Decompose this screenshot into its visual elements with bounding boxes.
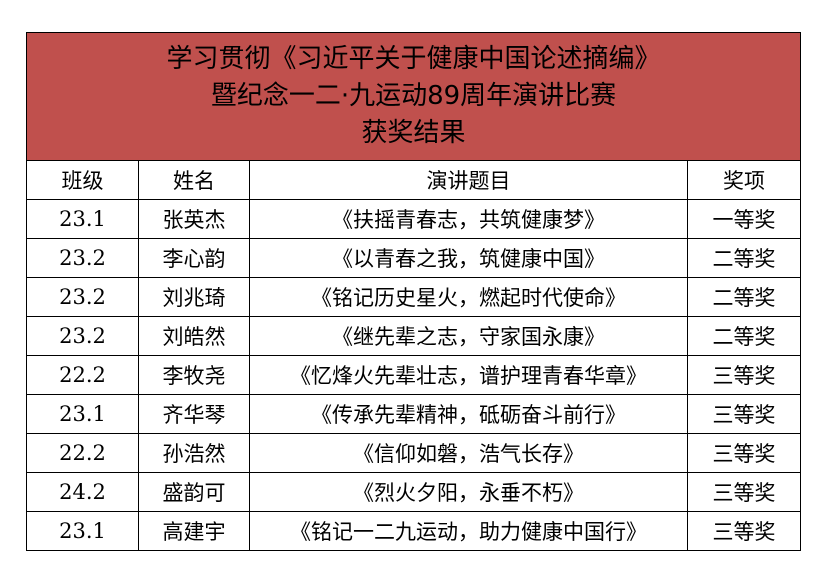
cell-class: 22.2 — [26, 355, 139, 395]
cell-class: 23.2 — [26, 277, 139, 317]
cell-name: 孙浩然 — [138, 433, 250, 473]
cell-name: 刘皓然 — [138, 316, 250, 356]
cell-speech-title: 《继先辈之志，守家国永康》 — [249, 316, 688, 356]
cell-name: 高建宇 — [138, 511, 250, 551]
cell-award: 二等奖 — [686, 238, 802, 278]
cell-name: 齐华琴 — [138, 394, 250, 434]
header-speech-title: 演讲题目 — [249, 160, 688, 200]
results-table: 学习贯彻《习近平关于健康中国论述摘编》 暨纪念一二·九运动89周年演讲比赛 获奖… — [25, 32, 802, 551]
table-row: 23.1 齐华琴 《传承先辈精神，砥砺奋斗前行》 三等奖 — [26, 394, 802, 434]
cell-award: 二等奖 — [686, 316, 802, 356]
title-line-3: 获奖结果 — [361, 118, 466, 148]
title-row: 学习贯彻《习近平关于健康中国论述摘编》 暨纪念一二·九运动89周年演讲比赛 获奖… — [25, 32, 802, 161]
cell-award: 三等奖 — [686, 511, 802, 551]
table-row: 23.1 高建宇 《铭记一二九运动，助力健康中国行》 三等奖 — [26, 511, 802, 551]
header-row: 班级 姓名 演讲题目 奖项 — [26, 160, 802, 200]
title-line-2: 暨纪念一二·九运动89周年演讲比赛 — [210, 81, 617, 111]
cell-class: 23.1 — [26, 511, 139, 551]
header-class: 班级 — [26, 160, 139, 200]
cell-class: 22.2 — [26, 433, 139, 473]
table-row: 23.2 刘兆琦 《铭记历史星火，燃起时代使命》 二等奖 — [26, 277, 802, 317]
cell-award: 三等奖 — [686, 472, 802, 512]
cell-name: 盛韵可 — [138, 472, 250, 512]
cell-speech-title: 《铭记一二九运动，助力健康中国行》 — [249, 511, 688, 551]
cell-speech-title: 《烈火夕阳，永垂不朽》 — [249, 472, 688, 512]
table-row: 24.2 盛韵可 《烈火夕阳，永垂不朽》 三等奖 — [26, 472, 802, 512]
cell-class: 23.2 — [26, 238, 139, 278]
cell-speech-title: 《忆烽火先辈壮志，谱护理青春华章》 — [249, 355, 688, 395]
cell-award: 三等奖 — [686, 433, 802, 473]
cell-speech-title: 《铭记历史星火，燃起时代使命》 — [249, 277, 688, 317]
table-row: 22.2 李牧尧 《忆烽火先辈壮志，谱护理青春华章》 三等奖 — [26, 355, 802, 395]
table-row: 23.1 张英杰 《扶摇青春志，共筑健康梦》 一等奖 — [26, 199, 802, 239]
cell-name: 李牧尧 — [138, 355, 250, 395]
title-line-1: 学习贯彻《习近平关于健康中国论述摘编》 — [166, 44, 661, 74]
cell-name: 刘兆琦 — [138, 277, 250, 317]
table-row: 22.2 孙浩然 《信仰如磐，浩气长存》 三等奖 — [26, 433, 802, 473]
cell-name: 张英杰 — [138, 199, 250, 239]
cell-class: 23.2 — [26, 316, 139, 356]
cell-award: 二等奖 — [686, 277, 802, 317]
cell-speech-title: 《扶摇青春志，共筑健康梦》 — [249, 199, 688, 239]
cell-class: 23.1 — [26, 394, 139, 434]
cell-class: 23.1 — [26, 199, 139, 239]
table-row: 23.2 李心韵 《以青春之我，筑健康中国》 二等奖 — [26, 238, 802, 278]
cell-speech-title: 《传承先辈精神，砥砺奋斗前行》 — [249, 394, 688, 434]
cell-speech-title: 《信仰如磐，浩气长存》 — [249, 433, 688, 473]
cell-class: 24.2 — [26, 472, 139, 512]
cell-award: 一等奖 — [686, 199, 802, 239]
header-award: 奖项 — [686, 160, 802, 200]
cell-speech-title: 《以青春之我，筑健康中国》 — [249, 238, 688, 278]
table-row: 23.2 刘皓然 《继先辈之志，守家国永康》 二等奖 — [26, 316, 802, 356]
header-name: 姓名 — [138, 160, 250, 200]
cell-award: 三等奖 — [686, 394, 802, 434]
cell-name: 李心韵 — [138, 238, 250, 278]
cell-award: 三等奖 — [686, 355, 802, 395]
table-title: 学习贯彻《习近平关于健康中国论述摘编》 暨纪念一二·九运动89周年演讲比赛 获奖… — [25, 32, 802, 161]
